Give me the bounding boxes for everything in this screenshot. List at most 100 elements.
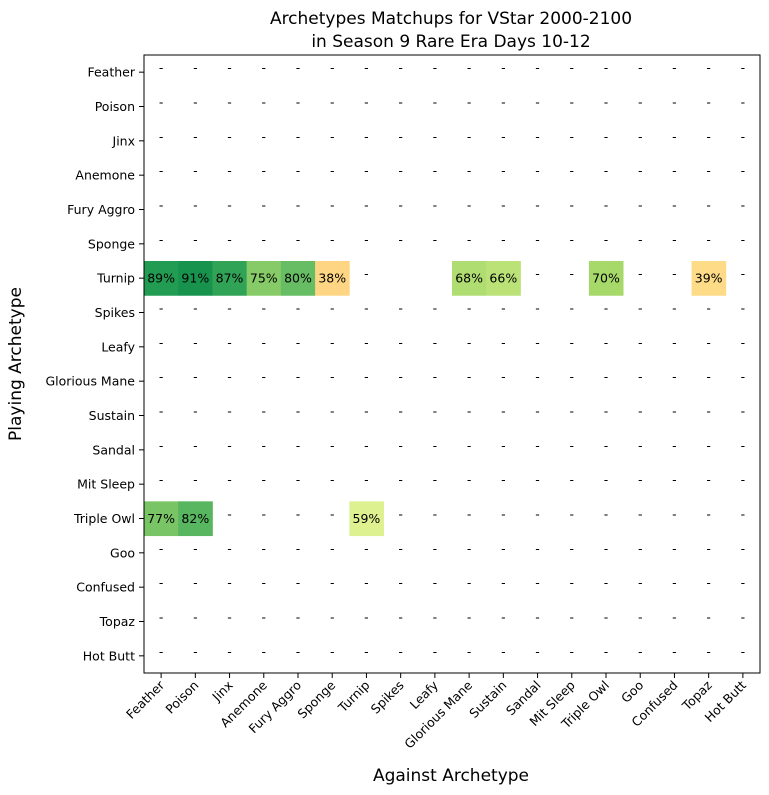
cell-missing-label: - bbox=[159, 129, 164, 144]
cell-missing-label: - bbox=[604, 438, 609, 453]
cell-missing-label: - bbox=[535, 644, 540, 659]
cell-missing-label: - bbox=[330, 541, 335, 556]
cell-missing-label: - bbox=[741, 541, 746, 556]
cell-missing-label: - bbox=[604, 644, 609, 659]
cell-value-label: 82% bbox=[181, 511, 209, 526]
cell-missing-label: - bbox=[159, 95, 164, 110]
cell-value-label: 75% bbox=[250, 271, 278, 286]
cell-missing-label: - bbox=[330, 507, 335, 522]
cell-missing-label: - bbox=[672, 301, 677, 316]
cell-missing-label: - bbox=[433, 95, 438, 110]
cell-missing-label: - bbox=[672, 575, 677, 590]
cell-missing-label: - bbox=[433, 301, 438, 316]
cell-missing-label: - bbox=[706, 335, 711, 350]
cell-missing-label: - bbox=[159, 335, 164, 350]
cell-missing-label: - bbox=[364, 335, 369, 350]
cell-missing-label: - bbox=[706, 95, 711, 110]
cell-missing-label: - bbox=[604, 95, 609, 110]
cell-missing-label: - bbox=[638, 472, 643, 487]
heatmap-cell bbox=[212, 261, 248, 296]
cell-missing-label: - bbox=[570, 129, 575, 144]
cell-missing-label: - bbox=[570, 369, 575, 384]
cell-missing-label: - bbox=[501, 369, 506, 384]
cell-missing-label: - bbox=[398, 404, 403, 419]
cell-missing-label: - bbox=[570, 95, 575, 110]
cell-missing-label: - bbox=[570, 335, 575, 350]
cell-value-label: 91% bbox=[181, 271, 209, 286]
cell-missing-label: - bbox=[467, 507, 472, 522]
cell-missing-label: - bbox=[706, 438, 711, 453]
cell-missing-label: - bbox=[227, 301, 232, 316]
cell-missing-label: - bbox=[638, 163, 643, 178]
cell-missing-label: - bbox=[467, 472, 472, 487]
cell-missing-label: - bbox=[364, 438, 369, 453]
cell-value-label: 87% bbox=[216, 271, 244, 286]
cell-missing-label: - bbox=[433, 507, 438, 522]
cell-missing-label: - bbox=[570, 232, 575, 247]
cell-missing-label: - bbox=[467, 60, 472, 75]
cell-missing-label: - bbox=[672, 60, 677, 75]
cell-missing-label: - bbox=[330, 404, 335, 419]
cell-missing-label: - bbox=[741, 335, 746, 350]
cell-missing-label: - bbox=[193, 335, 198, 350]
cell-missing-label: - bbox=[159, 369, 164, 384]
cell-missing-label: - bbox=[433, 163, 438, 178]
cell-missing-label: - bbox=[638, 266, 643, 281]
cell-missing-label: - bbox=[364, 610, 369, 625]
y-tick-label: Anemone bbox=[75, 168, 135, 183]
cell-missing-label: - bbox=[467, 335, 472, 350]
cell-missing-label: - bbox=[364, 301, 369, 316]
cell-missing-label: - bbox=[398, 60, 403, 75]
cell-missing-label: - bbox=[262, 95, 267, 110]
cell-missing-label: - bbox=[330, 301, 335, 316]
cell-missing-label: - bbox=[672, 541, 677, 556]
cell-missing-label: - bbox=[433, 60, 438, 75]
cell-missing-label: - bbox=[501, 129, 506, 144]
cell-missing-label: - bbox=[467, 369, 472, 384]
cell-missing-label: - bbox=[638, 95, 643, 110]
cell-missing-label: - bbox=[330, 198, 335, 213]
cell-missing-label: - bbox=[604, 232, 609, 247]
cell-missing-label: - bbox=[262, 438, 267, 453]
cell-missing-label: - bbox=[604, 301, 609, 316]
cell-missing-label: - bbox=[706, 129, 711, 144]
cell-missing-label: - bbox=[501, 472, 506, 487]
cell-missing-label: - bbox=[433, 198, 438, 213]
cell-missing-label: - bbox=[535, 575, 540, 590]
cell-missing-label: - bbox=[330, 438, 335, 453]
cell-missing-label: - bbox=[570, 575, 575, 590]
cell-missing-label: - bbox=[364, 60, 369, 75]
y-tick-label: Topaz bbox=[99, 614, 136, 629]
cell-missing-label: - bbox=[364, 232, 369, 247]
cell-missing-label: - bbox=[741, 198, 746, 213]
cell-missing-label: - bbox=[638, 541, 643, 556]
cell-value-label: 80% bbox=[284, 271, 312, 286]
cell-missing-label: - bbox=[193, 232, 198, 247]
cell-missing-label: - bbox=[364, 644, 369, 659]
cell-missing-label: - bbox=[535, 232, 540, 247]
cell-missing-label: - bbox=[604, 404, 609, 419]
y-tick-label: Hot Butt bbox=[83, 648, 135, 663]
heatmap-cell bbox=[178, 261, 213, 296]
cell-missing-label: - bbox=[706, 575, 711, 590]
cell-missing-label: - bbox=[467, 95, 472, 110]
cell-missing-label: - bbox=[706, 507, 711, 522]
cell-missing-label: - bbox=[535, 301, 540, 316]
cell-missing-label: - bbox=[159, 404, 164, 419]
cell-missing-label: - bbox=[604, 163, 609, 178]
cell-missing-label: - bbox=[330, 575, 335, 590]
cell-missing-label: - bbox=[330, 232, 335, 247]
y-tick-label: Fury Aggro bbox=[67, 202, 135, 217]
cell-missing-label: - bbox=[433, 541, 438, 556]
y-tick-label: Leafy bbox=[101, 339, 135, 354]
cell-missing-label: - bbox=[672, 507, 677, 522]
cell-missing-label: - bbox=[227, 335, 232, 350]
cell-missing-label: - bbox=[570, 644, 575, 659]
x-tick-label: Sponge bbox=[294, 677, 338, 721]
cell-missing-label: - bbox=[296, 95, 301, 110]
cell-missing-label: - bbox=[672, 472, 677, 487]
cell-missing-label: - bbox=[193, 404, 198, 419]
cell-missing-label: - bbox=[741, 369, 746, 384]
cell-missing-label: - bbox=[330, 644, 335, 659]
cell-missing-label: - bbox=[535, 404, 540, 419]
